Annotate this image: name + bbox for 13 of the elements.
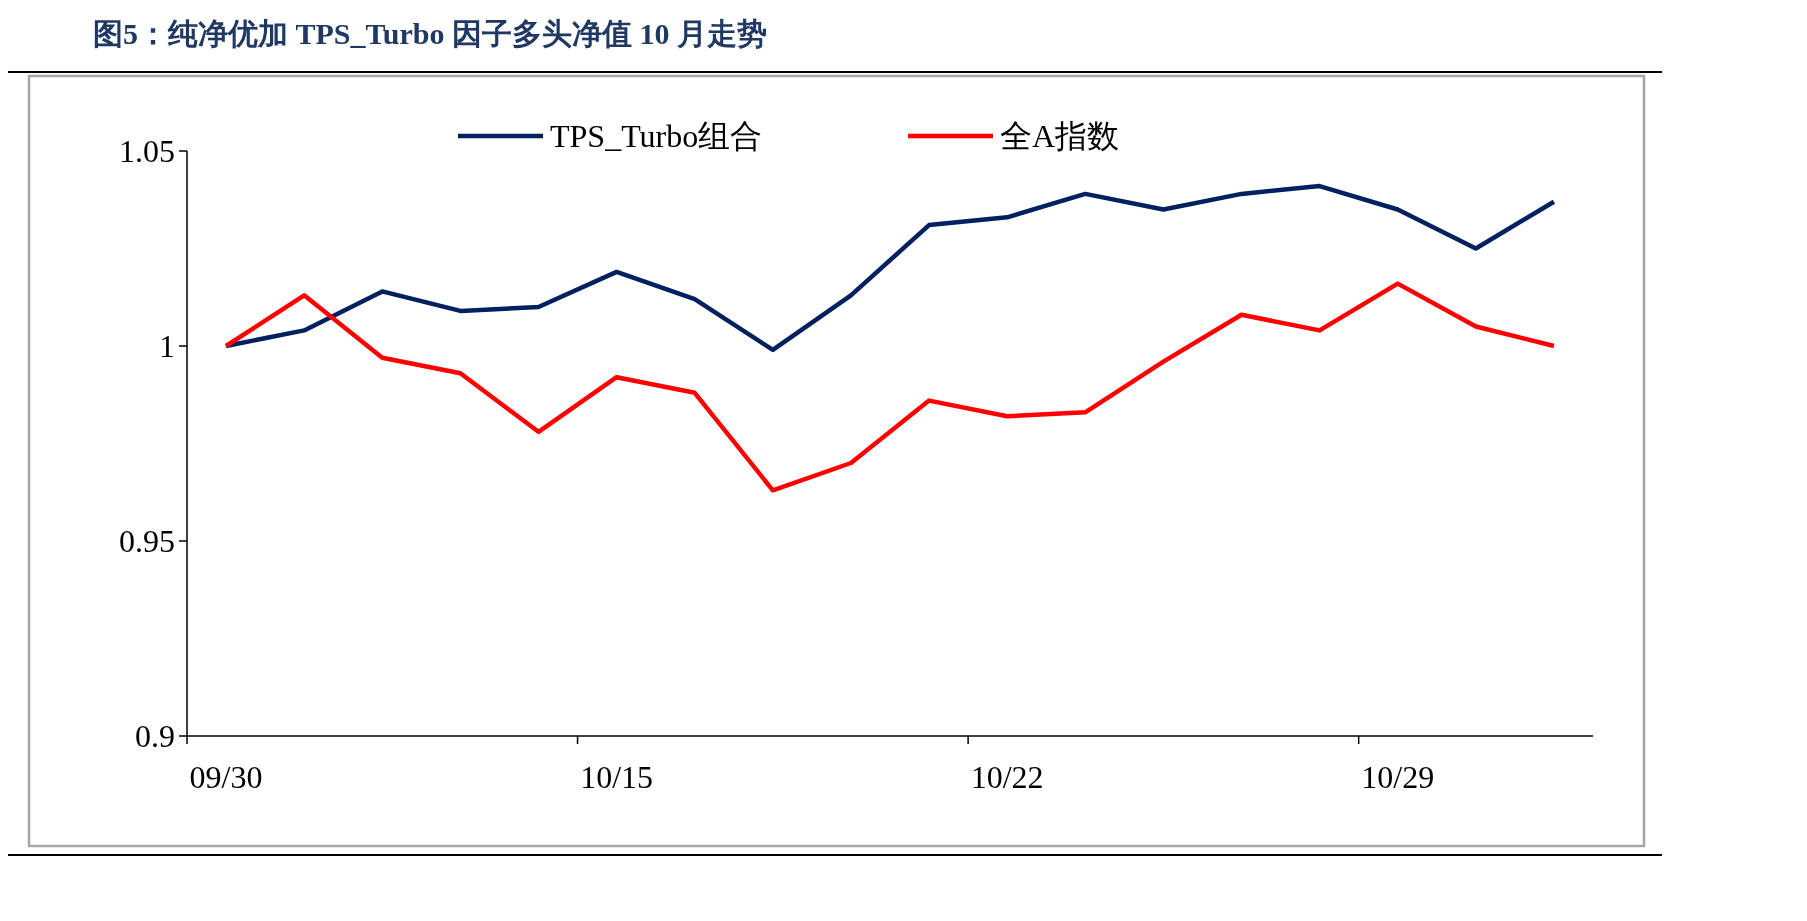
legend-label: 全A指数 xyxy=(1000,118,1120,155)
chart-title: 图5：纯净优加 TPS_Turbo 因子多头净值 10 月走势 xyxy=(93,17,767,50)
x-tick-label: 10/22 xyxy=(970,759,1044,795)
y-tick-label: 1 xyxy=(159,328,175,365)
legend-label: TPS_Turbo组合 xyxy=(550,118,763,155)
x-tick-label: 10/29 xyxy=(1361,759,1435,795)
x-tick-label: 09/30 xyxy=(189,759,263,795)
line-series xyxy=(223,183,1557,353)
x-tick-label: 10/15 xyxy=(580,759,654,795)
y-tick-label: 0.95 xyxy=(119,523,175,560)
y-tick-label: 0.9 xyxy=(135,718,175,755)
line-series xyxy=(223,281,1557,493)
y-tick-label: 1.05 xyxy=(119,133,175,170)
